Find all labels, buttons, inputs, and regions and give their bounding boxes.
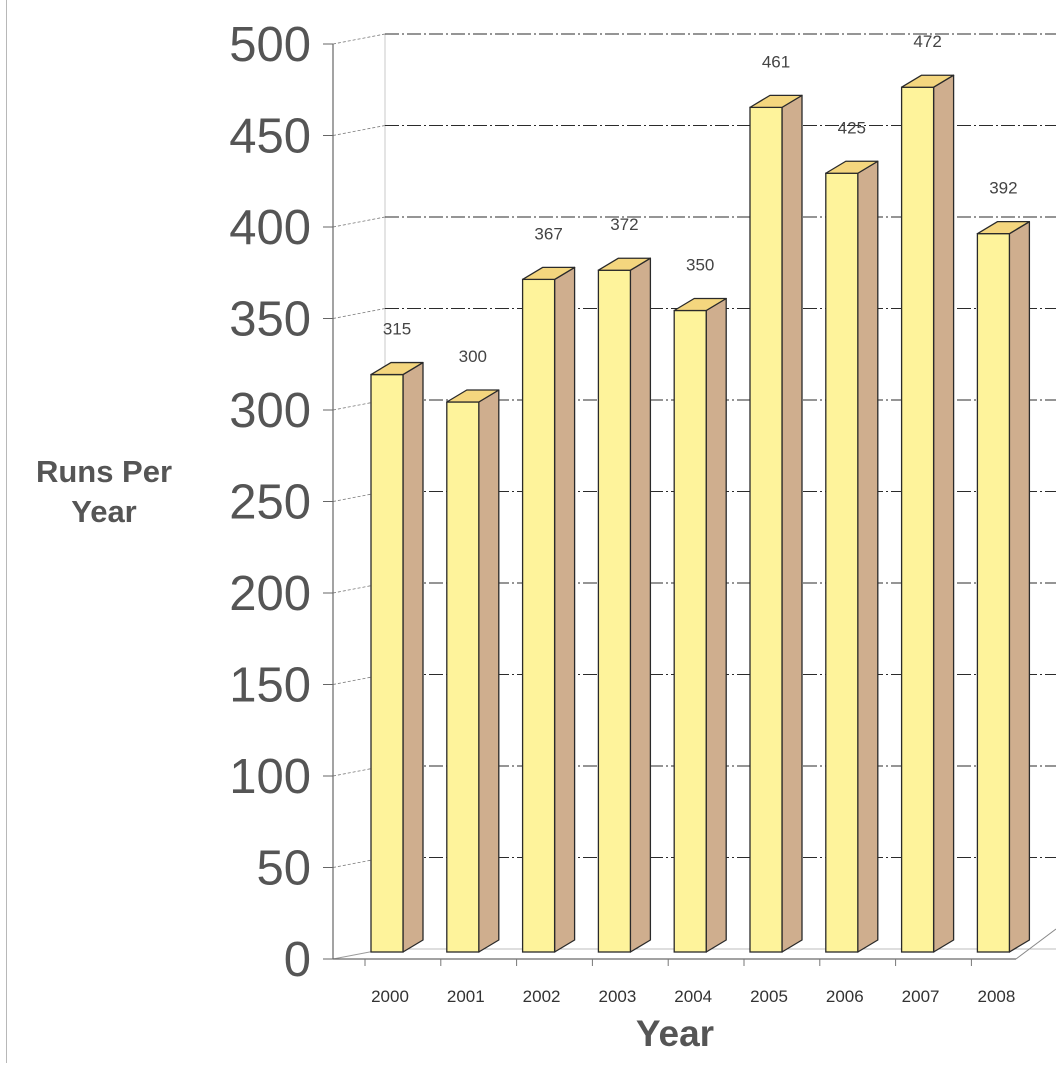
gridline-depth xyxy=(332,857,386,868)
bar-top xyxy=(976,220,1031,235)
bar xyxy=(370,373,404,953)
data-label: 372 xyxy=(610,215,638,234)
bar xyxy=(976,232,1011,953)
y-tick-label: 450 xyxy=(229,110,311,164)
scan-edge-line xyxy=(6,0,7,1063)
gridline-depth xyxy=(332,308,386,319)
gridline-depth xyxy=(332,765,386,777)
bar-side xyxy=(1008,220,1031,953)
gridline-depth xyxy=(332,216,386,228)
bar xyxy=(446,401,480,953)
bar-top xyxy=(446,389,500,403)
bar-top xyxy=(673,297,727,312)
gridline-depth xyxy=(332,33,386,45)
x-tick-label: 2006 xyxy=(826,987,864,1006)
bar-side xyxy=(629,257,652,953)
x-tick-label: 2001 xyxy=(447,987,485,1006)
gridline-depth xyxy=(332,491,386,502)
bar-side xyxy=(553,266,576,953)
data-label: 461 xyxy=(762,52,790,71)
y-tick-label: 100 xyxy=(229,750,311,804)
bar xyxy=(749,106,783,953)
y-axis-label: Runs Per Year xyxy=(35,454,173,529)
x-tick-label: 2007 xyxy=(902,987,940,1006)
bar-top xyxy=(749,94,803,109)
x-tick-label: 2008 xyxy=(977,987,1015,1006)
bar-side xyxy=(705,297,727,953)
data-label: 392 xyxy=(989,179,1017,198)
bar-top xyxy=(825,160,879,174)
x-tick-label: 2002 xyxy=(523,987,561,1006)
bar xyxy=(597,269,632,953)
bar xyxy=(521,278,556,953)
bar-side xyxy=(857,160,879,953)
y-tick-label: 200 xyxy=(229,567,311,621)
y-tick-label: 0 xyxy=(284,933,311,987)
bar-top xyxy=(521,266,576,281)
gridline-depth xyxy=(332,674,386,685)
data-label: 300 xyxy=(459,347,487,366)
data-label: 425 xyxy=(838,118,866,137)
gridline-depth xyxy=(332,582,386,594)
floor-right-edge xyxy=(1015,928,1056,960)
y-tick-label: 300 xyxy=(229,384,311,438)
bar-top xyxy=(370,361,424,376)
bar-side xyxy=(478,389,500,953)
y-tick-label: 400 xyxy=(229,201,311,255)
gridline-depth xyxy=(332,125,386,136)
bar xyxy=(825,172,859,953)
data-label: 315 xyxy=(383,320,411,339)
y-tick-label: 150 xyxy=(229,659,311,713)
x-tick-label: 2003 xyxy=(598,987,636,1006)
bar-top xyxy=(597,257,652,271)
y-tick-label: 50 xyxy=(256,842,311,896)
x-tick-label: 2004 xyxy=(674,987,712,1006)
y-tick-label: 500 xyxy=(229,18,311,72)
bar-side xyxy=(781,94,803,953)
bar xyxy=(673,309,707,953)
bar xyxy=(900,86,935,953)
x-tick-label: 2005 xyxy=(750,987,788,1006)
y-tick-label: 350 xyxy=(229,293,311,347)
x-axis-label: Year xyxy=(635,1013,715,1054)
x-tick-label: 2000 xyxy=(371,987,409,1006)
y-tick-label: 250 xyxy=(229,476,311,530)
bar-side xyxy=(932,74,955,953)
data-label: 367 xyxy=(534,224,562,243)
bar-top xyxy=(900,74,955,88)
data-label: 350 xyxy=(686,256,714,275)
gridline-depth xyxy=(332,399,386,411)
data-label: 472 xyxy=(913,32,941,51)
bar-side xyxy=(402,361,424,953)
